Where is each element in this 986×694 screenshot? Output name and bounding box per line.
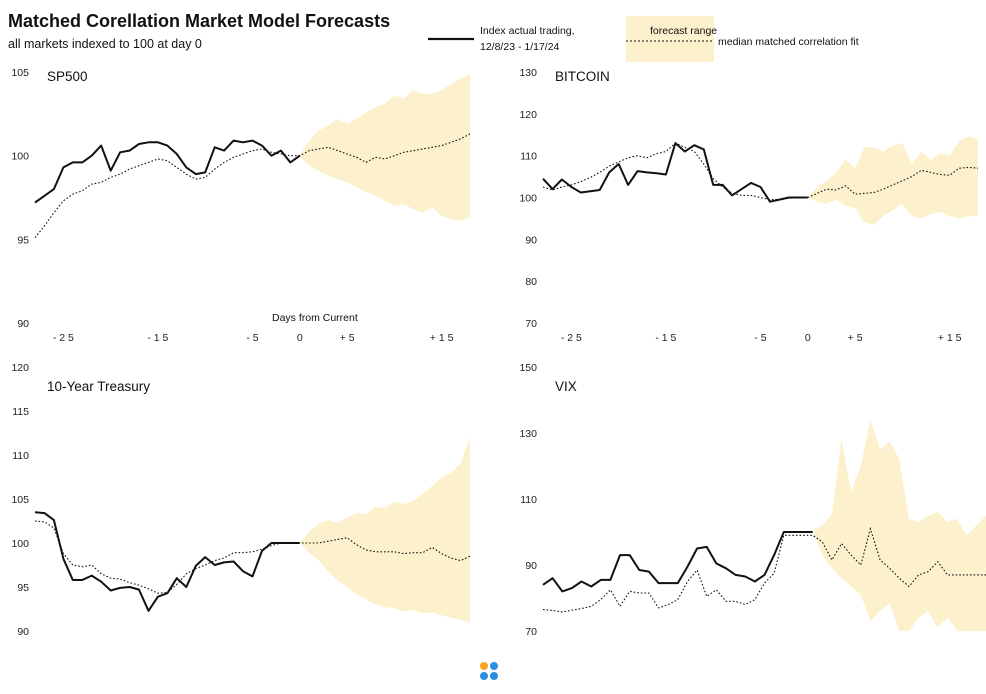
panel-vix: 70 90 110 130 150 VIX (519, 362, 986, 638)
y-tick-label: 90 (17, 318, 29, 330)
forecast-range-area (299, 73, 470, 221)
forecast-range-area (807, 136, 978, 225)
chart-title: Matched Corellation Market Model Forecas… (8, 11, 390, 31)
y-tick-label: 150 (519, 362, 537, 374)
chart-subtitle: all markets indexed to 100 at day 0 (8, 37, 202, 51)
median-fit-line (34, 133, 471, 239)
x-tick-label: - 2 5 (53, 332, 74, 344)
actual-trading-line (542, 531, 813, 593)
x-tick-label: - 5 (754, 332, 766, 344)
legend: Index actual trading, 12/8/23 - 1/17/24 … (428, 16, 859, 62)
panel-title: BITCOIN (555, 69, 610, 84)
panel-title: VIX (555, 379, 577, 394)
legend-actual-label-1: Index actual trading, (480, 25, 575, 37)
x-tick-label: 0 (297, 332, 303, 344)
x-tick-label: + 1 5 (430, 332, 454, 344)
actual-trading-line (542, 142, 808, 203)
actual-trading-line (34, 139, 301, 204)
y-tick-label: 110 (520, 494, 537, 506)
median-fit-line (34, 520, 471, 594)
x-tick-label: - 2 5 (561, 332, 582, 344)
legend-range-label: forecast range (650, 25, 717, 37)
y-tick-label: 105 (11, 494, 29, 506)
y-tick-label: 90 (525, 234, 537, 246)
logo-icon (480, 662, 498, 680)
y-tick-label: 100 (11, 151, 29, 163)
y-tick-label: 90 (17, 626, 29, 638)
panel-bitcoin: 70 80 90 100 110 120 130 - 2 5 - 1 5 - 5 0 + 5 + 1 5… (519, 67, 979, 344)
y-tick-label: 90 (525, 560, 537, 572)
forecast-range-area (812, 419, 986, 631)
y-tick-label: 70 (525, 318, 537, 330)
x-tick-label: + 5 (848, 332, 863, 344)
legend-range-swatch (626, 16, 714, 62)
panel-title: 10-Year Treasury (47, 379, 150, 394)
y-tick-label: 130 (519, 428, 537, 440)
y-tick-label: 105 (11, 67, 29, 79)
y-tick-label: 95 (17, 234, 29, 246)
y-tick-label: 100 (11, 538, 29, 550)
y-tick-label: 100 (519, 193, 537, 205)
median-fit-line (542, 526, 986, 613)
actual-trading-line (34, 511, 300, 612)
y-tick-label: 110 (12, 450, 29, 462)
y-tick-label: 70 (525, 626, 537, 638)
x-axis-label: Days from Current (272, 312, 358, 324)
x-tick-label: - 1 5 (655, 332, 676, 344)
x-tick-label: + 5 (340, 332, 355, 344)
legend-actual-label-2: 12/8/23 - 1/17/24 (480, 41, 560, 53)
y-tick-label: 110 (520, 151, 537, 163)
y-tick-label: 120 (11, 362, 29, 374)
x-tick-label: - 5 (246, 332, 258, 344)
panel-title: SP500 (47, 69, 88, 84)
y-tick-label: 115 (12, 406, 29, 418)
y-tick-label: 80 (525, 276, 537, 288)
y-tick-label: 95 (17, 582, 29, 594)
x-tick-label: - 1 5 (147, 332, 168, 344)
y-tick-label: 130 (519, 67, 537, 79)
forecast-range-area (299, 437, 470, 623)
legend-median-label: median matched correlation fit (718, 36, 859, 48)
y-tick-label: 120 (519, 109, 537, 121)
panel-sp500: 90 95 100 105 - 2 5 - 1 5 - 5 0 + 5 + 1 5 SP500 (11, 67, 471, 344)
x-tick-label: 0 (805, 332, 811, 344)
panel-10-year-treasury: 90 95 100 105 110 115 120 10-Year Treasury (11, 362, 471, 638)
x-tick-label: + 1 5 (938, 332, 962, 344)
